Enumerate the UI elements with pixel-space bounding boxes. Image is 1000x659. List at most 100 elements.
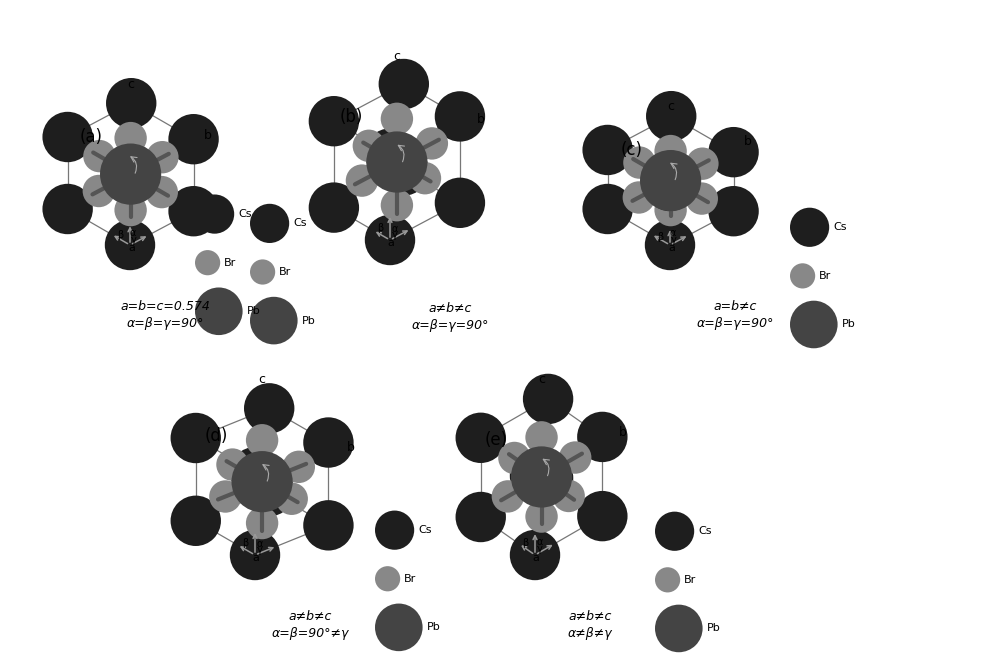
Circle shape: [375, 566, 400, 591]
Circle shape: [623, 146, 656, 179]
Text: α: α: [536, 537, 543, 548]
Circle shape: [654, 194, 687, 226]
Circle shape: [195, 194, 234, 234]
Circle shape: [168, 114, 219, 164]
Circle shape: [552, 480, 585, 512]
Circle shape: [114, 194, 147, 226]
Circle shape: [686, 148, 719, 180]
Circle shape: [577, 412, 628, 462]
Circle shape: [645, 220, 695, 270]
Text: Cs: Cs: [418, 525, 432, 535]
Text: β: β: [377, 223, 383, 233]
Text: γ: γ: [536, 544, 542, 554]
Text: c: c: [393, 49, 400, 63]
Circle shape: [577, 491, 628, 541]
Text: Br: Br: [279, 267, 291, 277]
Circle shape: [645, 161, 695, 211]
Text: (c): (c): [621, 141, 643, 159]
Circle shape: [623, 181, 655, 214]
Text: α: α: [669, 229, 676, 239]
Circle shape: [195, 287, 243, 335]
Circle shape: [250, 260, 275, 285]
Circle shape: [100, 144, 161, 205]
Circle shape: [510, 530, 560, 580]
Circle shape: [523, 374, 573, 424]
Circle shape: [230, 447, 280, 498]
Circle shape: [456, 413, 506, 463]
Circle shape: [171, 413, 221, 463]
Text: b: b: [744, 135, 752, 148]
Circle shape: [114, 122, 147, 154]
Text: α: α: [391, 223, 398, 233]
Circle shape: [132, 158, 153, 179]
Text: a: a: [253, 553, 260, 563]
Circle shape: [303, 500, 354, 550]
Text: b: b: [347, 441, 354, 454]
Text: a=b≠c: a=b≠c: [713, 300, 757, 313]
Circle shape: [309, 183, 359, 233]
Circle shape: [790, 301, 838, 349]
Text: β: β: [657, 231, 663, 242]
Circle shape: [498, 442, 531, 474]
Circle shape: [582, 125, 633, 175]
Text: a=b=c=0.574: a=b=c=0.574: [120, 300, 210, 313]
Text: α=β=γ=90°: α=β=γ=90°: [411, 319, 489, 332]
Text: a: a: [532, 553, 539, 563]
Circle shape: [42, 112, 93, 162]
Circle shape: [105, 220, 155, 270]
Circle shape: [246, 424, 278, 457]
Text: Pb: Pb: [707, 623, 720, 633]
Circle shape: [42, 184, 93, 234]
Circle shape: [655, 605, 703, 652]
Circle shape: [655, 567, 680, 592]
Text: b: b: [204, 129, 212, 142]
Text: a≠b≠c: a≠b≠c: [568, 610, 612, 623]
Circle shape: [216, 448, 249, 481]
Text: Cs: Cs: [293, 218, 307, 229]
Circle shape: [195, 250, 220, 275]
Circle shape: [582, 184, 633, 234]
Circle shape: [146, 141, 179, 173]
Circle shape: [375, 604, 423, 651]
Text: c: c: [259, 374, 266, 386]
Circle shape: [283, 451, 315, 483]
Text: (a): (a): [80, 128, 103, 146]
Text: γ: γ: [257, 545, 263, 556]
Text: Pb: Pb: [302, 316, 315, 326]
Circle shape: [265, 466, 286, 487]
Circle shape: [303, 417, 354, 468]
Text: Br: Br: [684, 575, 696, 585]
Text: γ: γ: [131, 235, 137, 245]
Circle shape: [456, 492, 506, 542]
Circle shape: [241, 465, 262, 486]
Circle shape: [381, 189, 413, 221]
Circle shape: [708, 186, 759, 237]
Circle shape: [309, 96, 359, 146]
Text: α=β=γ=90°: α=β=γ=90°: [126, 317, 204, 330]
Circle shape: [559, 442, 591, 474]
Circle shape: [523, 453, 573, 503]
Circle shape: [708, 127, 759, 177]
Text: γ: γ: [392, 230, 398, 240]
Circle shape: [171, 496, 221, 546]
Text: α: α: [256, 540, 263, 550]
Text: β: β: [117, 229, 123, 240]
Circle shape: [510, 451, 560, 501]
Text: α=β=γ=90°: α=β=γ=90°: [696, 317, 774, 330]
Circle shape: [353, 130, 385, 162]
Text: Cs: Cs: [238, 209, 252, 219]
Text: (d): (d): [204, 427, 228, 445]
Circle shape: [83, 175, 115, 207]
Text: Cs: Cs: [698, 527, 712, 536]
Circle shape: [346, 164, 378, 197]
Circle shape: [416, 127, 448, 159]
Circle shape: [250, 204, 289, 243]
Circle shape: [376, 146, 397, 167]
Circle shape: [399, 145, 420, 166]
Text: a: a: [128, 243, 135, 253]
Text: b: b: [477, 113, 485, 126]
Text: c: c: [538, 373, 545, 386]
Circle shape: [790, 264, 815, 289]
Text: β: β: [522, 538, 529, 548]
Circle shape: [231, 451, 293, 512]
